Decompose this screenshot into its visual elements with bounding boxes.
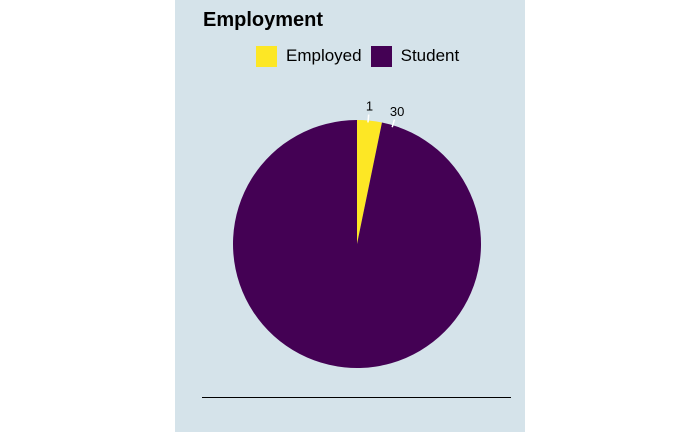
legend-label-student: Student [400,46,460,65]
pie-slice-student [233,120,482,368]
data-label-student: 30 [390,104,404,119]
legend-swatch-employed [256,45,277,67]
label-leader-employed [367,114,370,123]
axis-baseline [202,397,511,398]
legend-label-employed: Employed [286,46,362,65]
legend-swatch-student [370,45,392,67]
pie-slice-employed [357,120,382,244]
label-leader-student [391,119,396,128]
legend-item-student: Student [370,45,460,67]
data-label-employed: 1 [366,99,373,114]
legend-item-employed: Employed [256,45,362,67]
legend: Employed Student [256,44,468,68]
chart-title: Employment [203,9,324,31]
